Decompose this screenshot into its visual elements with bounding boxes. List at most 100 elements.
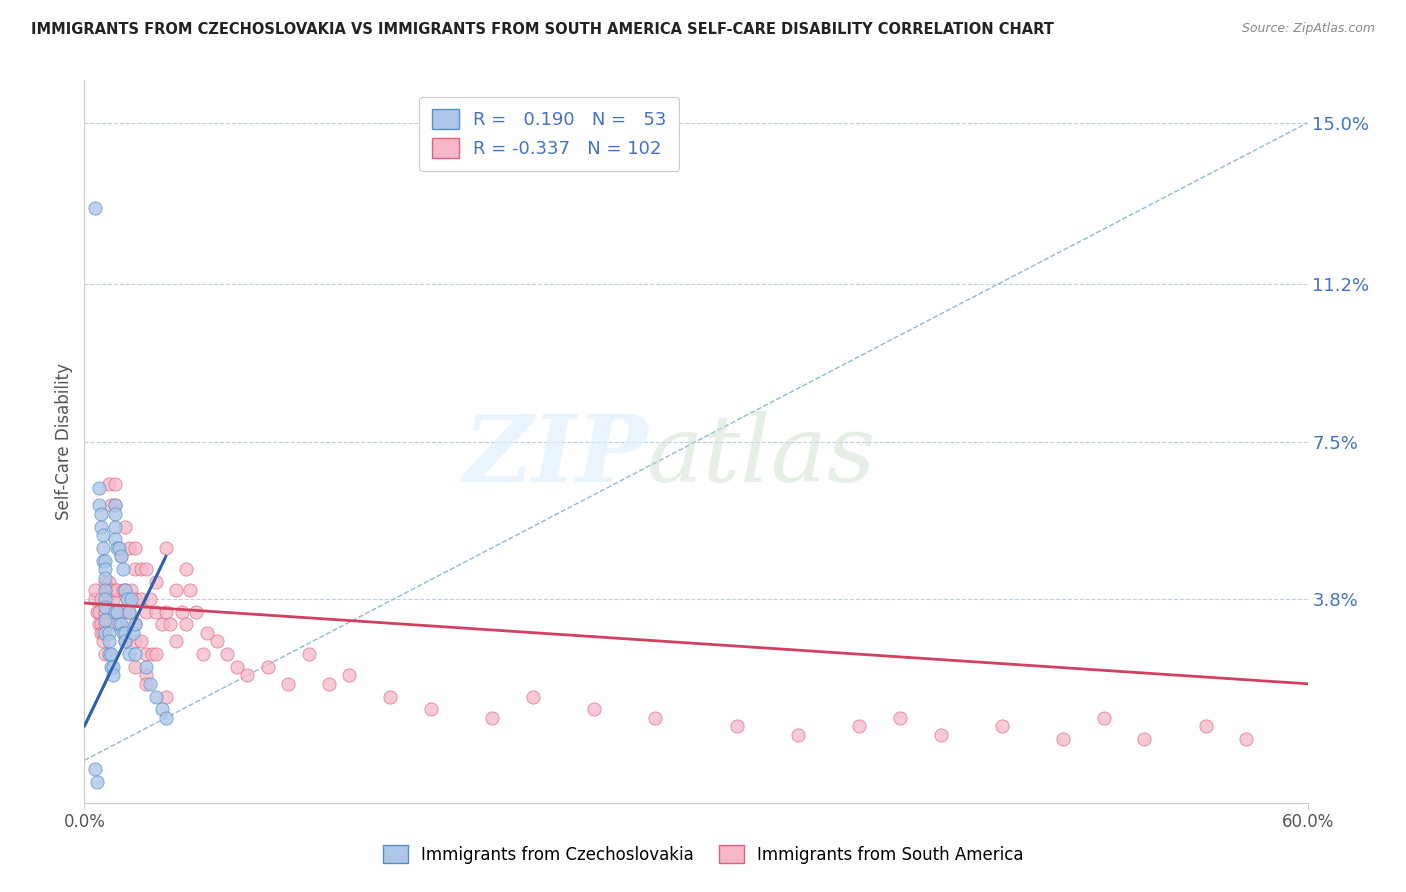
Point [83,201,105,215]
Point [91,634,114,648]
Point [115,591,138,606]
Point [110,605,132,619]
Point [787,728,810,742]
Point [257,660,280,674]
Point [104,498,127,512]
Point [110,549,132,564]
Point [104,519,127,533]
Y-axis label: Self-Care Disability: Self-Care Disability [55,363,73,520]
Point [191,647,214,661]
Point [93,605,115,619]
Point [97,634,120,648]
Point [205,634,228,648]
Point [124,562,146,576]
Point [97,477,120,491]
Point [101,668,124,682]
Point [100,583,122,598]
Point [104,477,127,491]
Point [112,625,135,640]
Point [91,625,114,640]
Point [114,583,136,598]
Point [174,562,197,576]
Point [114,634,136,648]
Point [145,574,167,589]
Point [165,634,187,648]
Point [104,617,127,632]
Point [114,634,136,648]
Point [83,583,105,598]
Text: IMMIGRANTS FROM CZECHOSLOVAKIA VS IMMIGRANTS FROM SOUTH AMERICA SELF-CARE DISABI: IMMIGRANTS FROM CZECHOSLOVAKIA VS IMMIGR… [31,22,1054,37]
Point [1092,711,1115,725]
Point [339,668,361,682]
Point [115,591,138,606]
Point [90,591,112,606]
Point [108,541,131,555]
Point [104,605,127,619]
Point [105,583,128,598]
Point [101,591,124,606]
Point [91,528,114,542]
Point [93,605,115,619]
Point [97,574,120,589]
Point [114,625,136,640]
Point [145,647,167,661]
Point [96,591,118,606]
Text: Source: ZipAtlas.com: Source: ZipAtlas.com [1241,22,1375,36]
Point [87,481,110,495]
Point [83,591,105,606]
Point [318,677,340,691]
Point [124,647,146,661]
Point [131,591,153,606]
Legend: R =   0.190   N =   53, R = -0.337   N = 102: R = 0.190 N = 53, R = -0.337 N = 102 [419,96,679,170]
Point [97,647,120,661]
Text: ZIP: ZIP [463,411,647,501]
Point [118,541,141,555]
Point [124,541,146,555]
Point [236,668,259,682]
Point [93,574,115,589]
Point [226,660,249,674]
Point [145,690,167,704]
Point [522,690,544,704]
Point [889,711,911,725]
Point [118,605,141,619]
Point [87,617,110,632]
Point [120,591,142,606]
Point [150,617,173,632]
Point [155,605,177,619]
Point [90,507,112,521]
Point [90,519,112,533]
Point [93,647,115,661]
Point [100,647,122,661]
Point [118,605,141,619]
Point [155,711,177,725]
Point [174,617,197,632]
Point [104,605,127,619]
Point [112,583,135,598]
Point [122,625,145,640]
Point [179,583,201,598]
Point [114,605,136,619]
Point [135,647,157,661]
Point [481,711,503,725]
Point [104,507,127,521]
Point [93,613,115,627]
Point [93,625,115,640]
Point [583,702,606,716]
Point [644,711,666,725]
Point [93,562,115,576]
Point [110,617,132,632]
Point [110,549,132,564]
Point [159,617,181,632]
Point [135,605,157,619]
Point [1052,732,1074,747]
Point [108,617,131,632]
Point [112,562,135,576]
Point [195,625,218,640]
Point [380,690,402,704]
Point [141,647,163,661]
Point [155,541,177,555]
Point [105,605,128,619]
Point [105,541,128,555]
Point [150,702,173,716]
